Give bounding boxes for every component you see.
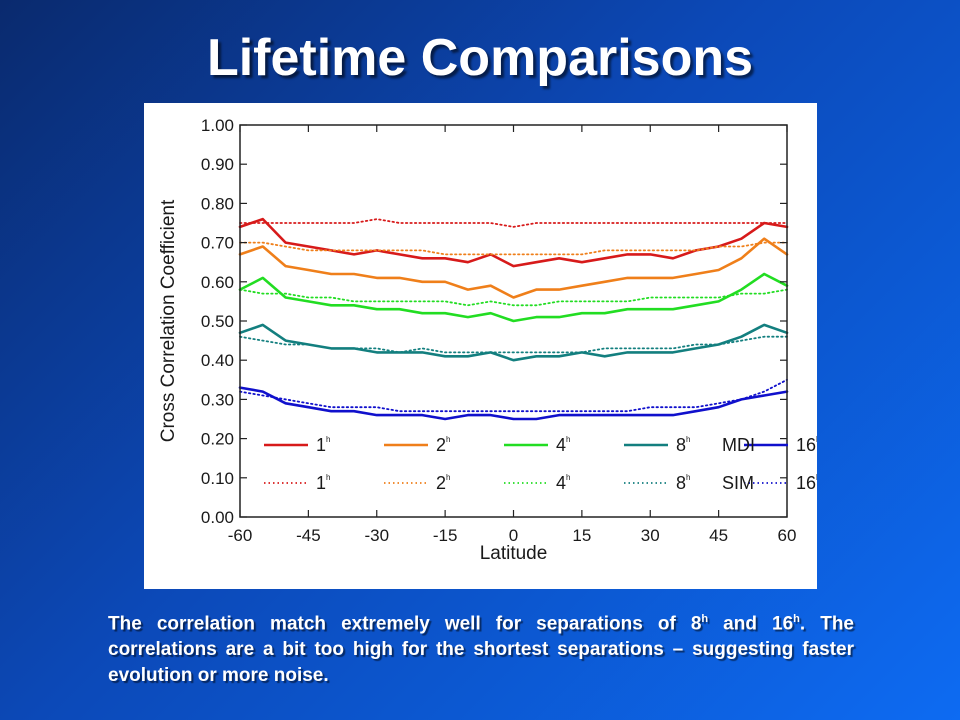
chart-panel: -60 -45 -30 -15 0 15 30 45 60 0.00 0.10 0.20 0.30 0.4… xyxy=(144,103,817,589)
legend-label-sim-8h: 8h xyxy=(676,473,690,493)
series-layer xyxy=(238,217,789,421)
legend-label-mdi-16h: 16h xyxy=(796,435,817,455)
y-axis-label: Cross Correlation Coefficient xyxy=(158,199,179,442)
x-tick-label: -30 xyxy=(364,526,389,545)
legend-label-sim-4h: 4h xyxy=(556,473,570,493)
legend-group-sim: SIM xyxy=(722,473,754,493)
slide-title: Lifetime Comparisons xyxy=(206,29,754,87)
caption-text: The correlation match extremely well for… xyxy=(108,606,854,689)
y-tick-label: 0.20 xyxy=(201,430,234,449)
legend-superscript: h xyxy=(686,473,690,482)
legend-superscript: h xyxy=(446,473,450,482)
y-tick-label: 0.30 xyxy=(201,390,234,409)
series-line-sim-1h xyxy=(239,218,788,228)
x-tick-label: -60 xyxy=(228,526,253,545)
caption-sup-2: h xyxy=(793,613,800,625)
series-line-mdi-16h xyxy=(238,386,789,421)
y-tick-label: 0.70 xyxy=(201,234,234,253)
y-tick-label: 0.60 xyxy=(201,273,234,292)
legend-superscript: h xyxy=(816,473,817,482)
series-line-sim-2h xyxy=(239,241,788,256)
y-tick-label: 0.80 xyxy=(201,194,234,213)
legend-label-mdi-1h: 1h xyxy=(316,435,330,455)
series-line-mdi-8h xyxy=(238,323,789,362)
caption-part-1: The correlation match extremely well for… xyxy=(108,613,702,635)
correlation-chart: -60 -45 -30 -15 0 15 30 45 60 0.00 0.10 0.20 0.30 0.4… xyxy=(158,116,817,564)
x-tick-label: -45 xyxy=(296,526,321,545)
series-line-mdi-4h xyxy=(238,272,789,323)
legend-label-mdi-8h: 8h xyxy=(676,435,690,455)
legend-label-sim-16h: 16h xyxy=(796,473,817,493)
legend-superscript: h xyxy=(326,473,330,482)
y-tick-label: 0.10 xyxy=(201,469,234,488)
legend-superscript: h xyxy=(326,435,330,444)
series-line-mdi-2h xyxy=(238,237,789,299)
x-tick-label: 0 xyxy=(509,526,518,545)
series-line-sim-8h xyxy=(239,335,788,354)
legend-superscript: h xyxy=(816,435,817,444)
ticks-layer: -60 -45 -30 -15 0 15 30 45 60 0.00 0.10 0.20 0.30 0.4… xyxy=(201,116,797,545)
legend-superscript: h xyxy=(566,473,570,482)
caption-part-2: and 16 xyxy=(708,613,794,635)
legend-superscript: h xyxy=(686,435,690,444)
series-line-sim-4h xyxy=(239,288,788,307)
legend-superscript: h xyxy=(446,435,450,444)
y-tick-label: 1.00 xyxy=(201,116,234,135)
legend-label-mdi-2h: 2h xyxy=(436,435,450,455)
caption-sup-1: h xyxy=(701,613,709,625)
y-tick-label: 0.90 xyxy=(201,155,234,174)
y-tick-label: 0.00 xyxy=(201,508,234,527)
legend-label-mdi-4h: 4h xyxy=(556,435,570,455)
x-tick-label: 45 xyxy=(709,526,728,545)
legend-layer: 1h 2h 4h 8h 16h MDI 1h 2h 4h 8h 16h SIM xyxy=(264,435,817,493)
legend-group-mdi: MDI xyxy=(722,435,755,455)
x-tick-label: 30 xyxy=(641,526,660,545)
x-axis-label: Latitude xyxy=(480,543,548,564)
legend-superscript: h xyxy=(566,435,570,444)
y-tick-label: 0.40 xyxy=(201,351,234,370)
x-tick-label: 60 xyxy=(778,526,797,545)
series-line-sim-16h xyxy=(239,378,788,413)
legend-label-sim-2h: 2h xyxy=(436,473,450,493)
y-tick-label: 0.50 xyxy=(201,312,234,331)
caption-part-3: . The correlations are a bit too high fo… xyxy=(108,613,854,687)
x-tick-label: 15 xyxy=(572,526,591,545)
x-tick-label: -15 xyxy=(433,526,458,545)
legend-label-sim-1h: 1h xyxy=(316,473,330,493)
